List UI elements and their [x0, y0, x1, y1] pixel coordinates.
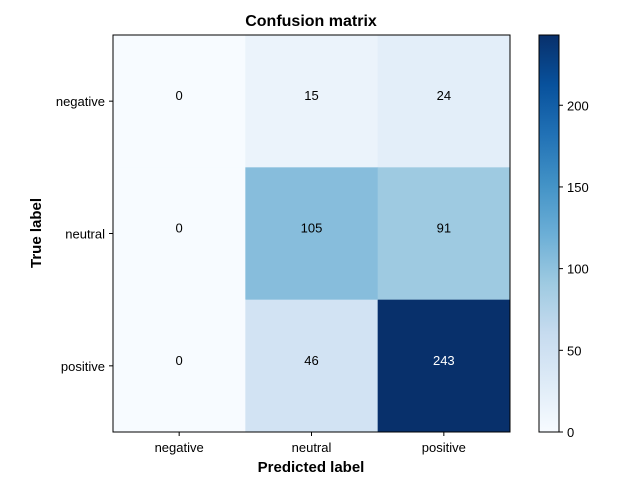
colorbar-tick-label: 150 [567, 180, 589, 195]
y-axis-label: True label [28, 198, 45, 268]
x-tick-label: negative [155, 440, 204, 455]
x-tick-label: positive [422, 440, 466, 455]
matrix-cell [377, 167, 511, 301]
y-tick-label: negative [56, 94, 105, 109]
colorbar-tick-label: 200 [567, 98, 589, 113]
y-axis-ticks: negative neutral positive [56, 94, 113, 374]
x-axis-ticks: negative neutral positive [155, 432, 466, 455]
matrix-cell [245, 299, 379, 433]
colorbar-ticks: 0 50 100 150 200 [559, 98, 589, 440]
matrix-cell [113, 299, 246, 433]
cell-value-label: 105 [301, 221, 323, 236]
colorbar-tick-label: 50 [567, 343, 581, 358]
matrix-cell [377, 299, 511, 433]
colorbar-tick-label: 0 [567, 425, 574, 440]
cell-value-label: 91 [437, 221, 451, 236]
cell-value-label: 0 [176, 353, 183, 368]
cell-value-label: 24 [437, 88, 451, 103]
cell-value-label: 15 [304, 88, 318, 103]
y-tick-label: positive [61, 359, 105, 374]
matrix-cell [113, 167, 246, 301]
matrix-cell [377, 35, 511, 168]
colorbar-tick-label: 100 [567, 262, 589, 277]
matrix-cell [245, 35, 379, 168]
x-tick-label: neutral [292, 440, 332, 455]
cell-value-label: 46 [304, 353, 318, 368]
cell-value-label: 243 [433, 353, 455, 368]
x-axis-label: Predicted label [258, 459, 365, 476]
chart-title: Confusion matrix [245, 13, 377, 30]
matrix-cell [245, 167, 379, 301]
matrix-cells [113, 35, 511, 433]
cell-value-label: 0 [176, 88, 183, 103]
cell-labels: 0 15 24 0 105 91 0 46 243 [176, 88, 455, 368]
y-tick-label: neutral [65, 227, 105, 242]
cell-value-label: 0 [176, 221, 183, 236]
colorbar [538, 34, 560, 433]
matrix-cell [113, 35, 246, 168]
